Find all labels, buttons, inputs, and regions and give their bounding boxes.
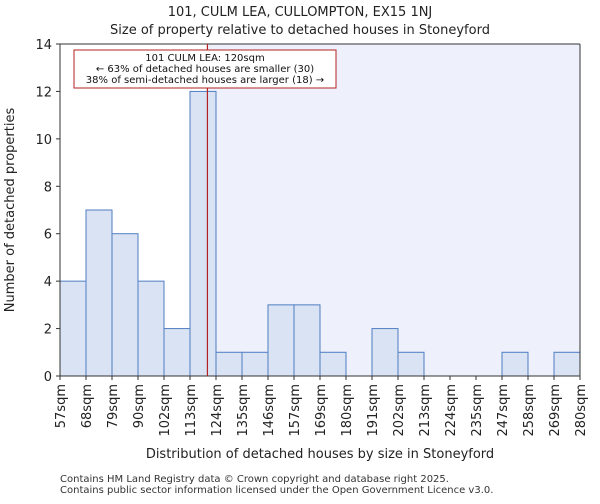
- chart-title-line-2: Size of property relative to detached ho…: [110, 23, 490, 38]
- y-tick-label: 14: [35, 38, 52, 53]
- y-tick-label: 6: [44, 228, 52, 243]
- histogram-bar: [397, 351, 425, 377]
- x-tick-label: 213sqm: [418, 384, 433, 437]
- y-tick-label: 10: [35, 133, 52, 148]
- annotation-larger-text: 38% of semi-detached houses are larger (…: [86, 75, 324, 86]
- annotation-box: [73, 49, 337, 89]
- footer-line-1: Contains HM Land Registry data © Crown c…: [60, 474, 449, 485]
- histogram-bar: [189, 90, 217, 377]
- histogram-bar: [501, 351, 529, 377]
- annotation-smaller-text: ← 63% of detached houses are smaller (30…: [96, 64, 314, 75]
- chart-title-line-1: 101, CULM LEA, CULLOMPTON, EX15 1NJ: [168, 5, 433, 20]
- x-tick-label: 202sqm: [392, 384, 407, 437]
- histogram-bar: [163, 328, 191, 377]
- histogram-bar: [267, 304, 295, 377]
- histogram-bar: [293, 304, 321, 377]
- larger-region-background: [207, 44, 581, 376]
- histogram-bar: [319, 351, 347, 377]
- x-tick-label: 79sqm: [106, 384, 121, 428]
- x-tick-label: 135sqm: [236, 384, 251, 437]
- x-tick-label: 57sqm: [54, 384, 69, 428]
- y-tick-label: 0: [44, 370, 52, 385]
- x-tick-label: 224sqm: [444, 384, 459, 437]
- x-tick-label: 235sqm: [470, 384, 485, 437]
- x-tick-label: 269sqm: [548, 384, 563, 437]
- histogram-bar: [85, 209, 113, 377]
- y-tick-label: 8: [44, 180, 52, 195]
- y-tick-label: 2: [44, 323, 52, 338]
- y-tick-label: 4: [44, 275, 52, 290]
- x-tick-label: 157sqm: [288, 384, 303, 437]
- x-tick-label: 146sqm: [262, 384, 277, 437]
- histogram-bar: [111, 233, 139, 377]
- x-tick-label: 258sqm: [522, 384, 537, 437]
- x-tick-label: 124sqm: [210, 384, 225, 437]
- x-tick-label: 169sqm: [314, 384, 329, 437]
- histogram-bar: [215, 351, 243, 377]
- histogram-bar: [371, 328, 399, 377]
- histogram-bar: [553, 351, 581, 377]
- x-tick-label: 247sqm: [496, 384, 511, 437]
- x-axis-label: Distribution of detached houses by size …: [146, 447, 494, 462]
- annotation-title: 101 CULM LEA: 120sqm: [145, 53, 264, 64]
- x-tick-label: 280sqm: [574, 384, 589, 437]
- x-tick-label: 180sqm: [340, 384, 355, 437]
- histogram-bar: [137, 280, 165, 377]
- x-tick-label: 113sqm: [184, 384, 199, 437]
- footer-line-2: Contains public sector information licen…: [60, 485, 494, 496]
- x-tick-label: 68sqm: [80, 384, 95, 428]
- y-tick-label: 12: [35, 85, 52, 100]
- x-tick-label: 191sqm: [366, 384, 381, 437]
- y-axis-label: Number of detached properties: [3, 108, 18, 313]
- histogram-bar: [59, 280, 87, 377]
- histogram-bar: [241, 351, 269, 377]
- x-tick-label: 90sqm: [132, 384, 147, 428]
- x-tick-label: 102sqm: [158, 384, 173, 437]
